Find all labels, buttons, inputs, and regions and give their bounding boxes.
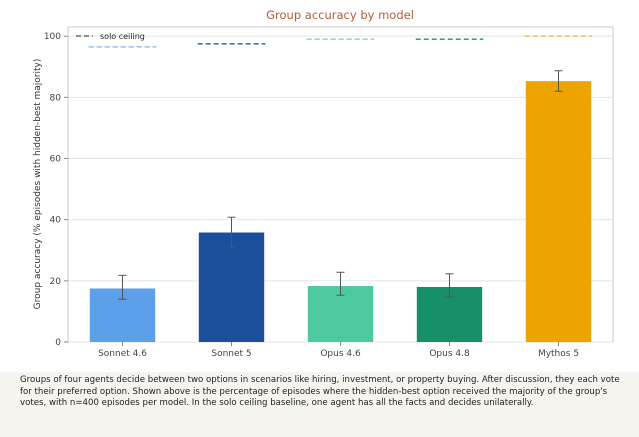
chart-title: Group accuracy by model [266,8,414,22]
y-tick-labels: 0 20 40 60 80 100 [44,32,68,348]
bar-chart: Group accuracy by model 0 20 40 60 80 100 Son… [33,8,614,359]
x-tick-label: Opus 4.6 [320,349,361,359]
legend-solo-ceiling-label: solo ceiling [100,32,145,41]
chart-figure: Group accuracy by model 0 20 40 60 80 100 Son… [0,0,639,372]
y-tick-label: 40 [50,216,62,226]
solo-ceiling-lines [88,35,593,48]
y-tick-label: 20 [50,277,62,287]
x-tick-label: Sonnet 4.6 [98,349,147,359]
x-tick-labels: Sonnet 4.6 Sonnet 5 Opus 4.6 Opus 4.8 Mythos… [98,342,579,359]
y-tick-label: 60 [50,155,62,165]
y-tick-label: 80 [50,93,62,103]
y-tick-label: 0 [55,338,61,348]
error-bars [118,70,563,300]
bar [198,232,265,342]
legend: solo ceiling [76,32,145,41]
gridlines [68,35,613,343]
x-tick-label: Opus 4.8 [429,349,470,359]
y-tick-label: 100 [44,32,61,42]
y-axis-label: Group accuracy (% episodes with hidden-b… [33,59,43,310]
x-tick-label: Mythos 5 [538,349,579,359]
bar [525,81,592,342]
bars [89,81,592,342]
x-tick-label: Sonnet 5 [211,349,251,359]
figure-caption: Groups of four agents decide between two… [20,375,620,408]
